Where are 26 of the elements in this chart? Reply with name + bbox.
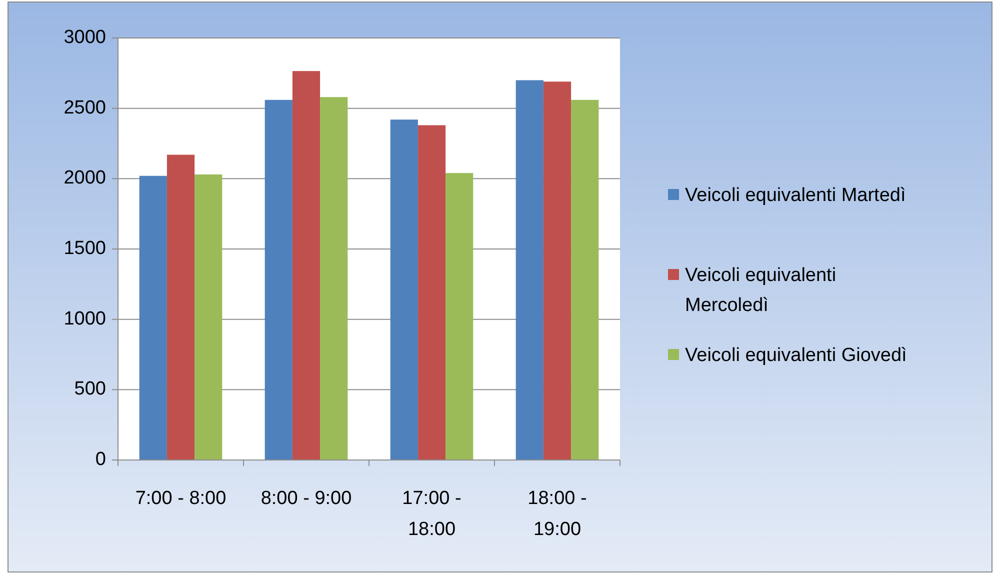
y-tick-label: 1000 <box>64 308 106 330</box>
bar <box>571 100 599 460</box>
bar <box>292 71 320 460</box>
bar <box>166 154 195 460</box>
x-tick-label: 17:00 - 18:00 <box>402 488 462 540</box>
y-tick-label: 1500 <box>64 238 106 260</box>
x-tick-label: 7:00 - 8:00 <box>135 488 226 509</box>
y-tick-label: 0 <box>95 449 106 470</box>
legend-label: Veicoli equivalenti Giovedì <box>685 345 907 366</box>
legend-label: Veicoli equivalenti Mercoledì <box>685 265 836 316</box>
x-tick-label: 8:00 - 9:00 <box>260 488 352 509</box>
y-tick-label: 2500 <box>64 97 106 118</box>
bar <box>516 80 544 460</box>
y-tick-label: 500 <box>74 378 106 400</box>
legend-label: Veicoli equivalenti Martedì <box>685 185 906 206</box>
y-tick-label: 2000 <box>64 168 106 189</box>
y-tick-label: 3000 <box>64 27 106 48</box>
bar <box>264 100 292 460</box>
bar <box>194 174 222 460</box>
bar <box>390 120 418 460</box>
x-tick-label: 18:00 - 19:00 <box>528 488 587 540</box>
bar <box>418 125 446 460</box>
bar <box>446 173 474 460</box>
bar <box>139 176 167 460</box>
bar <box>320 97 348 460</box>
bar <box>543 82 572 460</box>
